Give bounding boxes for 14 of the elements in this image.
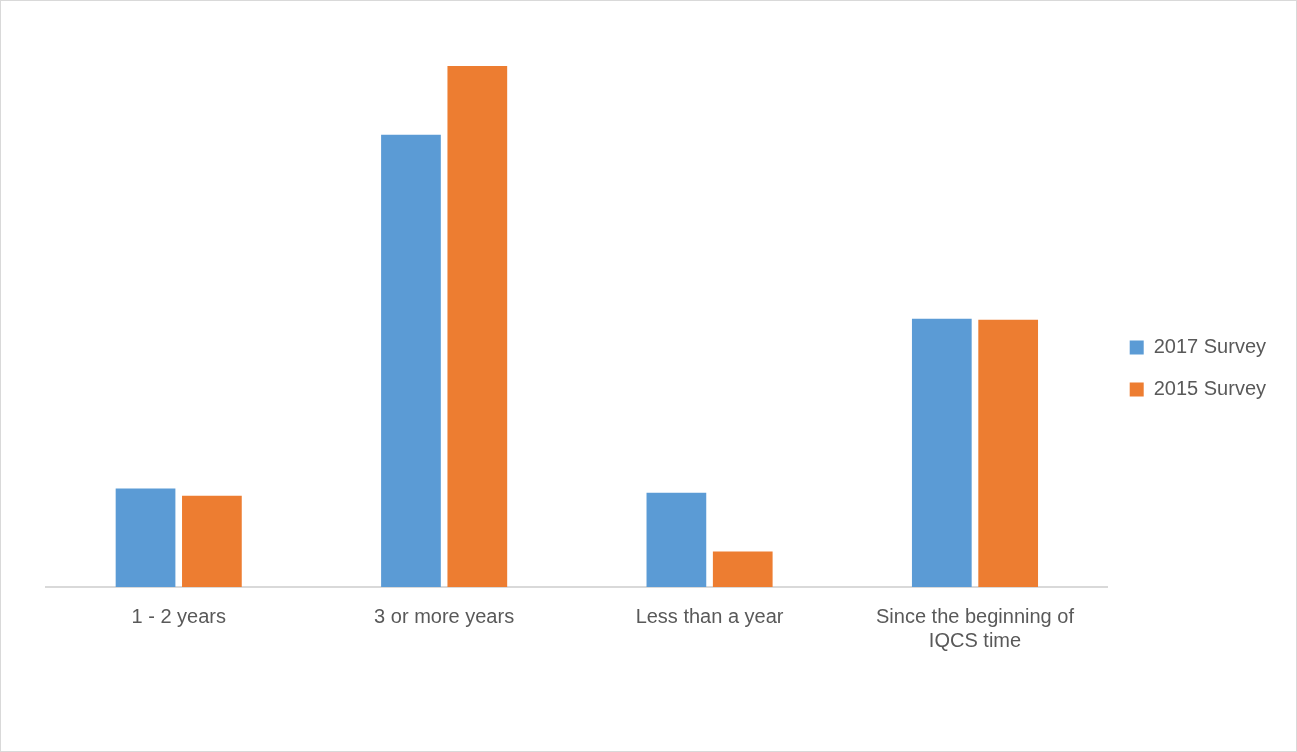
x-tick-label: Less than a year <box>635 604 784 627</box>
legend-label: 2017 Survey <box>1153 335 1266 358</box>
bar <box>646 492 707 587</box>
bar <box>978 319 1039 587</box>
x-tick-label: Since the beginning of IQCS time <box>876 604 1075 651</box>
x-tick-label: 3 or more years <box>374 604 515 627</box>
bar <box>381 134 441 587</box>
x-tick-label: 1 - 2 years <box>131 604 226 627</box>
bar <box>447 66 508 587</box>
bar <box>712 551 773 587</box>
bar <box>115 488 176 587</box>
bar <box>911 318 972 587</box>
legend-label: 2015 Survey <box>1153 377 1266 400</box>
bar <box>182 495 242 587</box>
